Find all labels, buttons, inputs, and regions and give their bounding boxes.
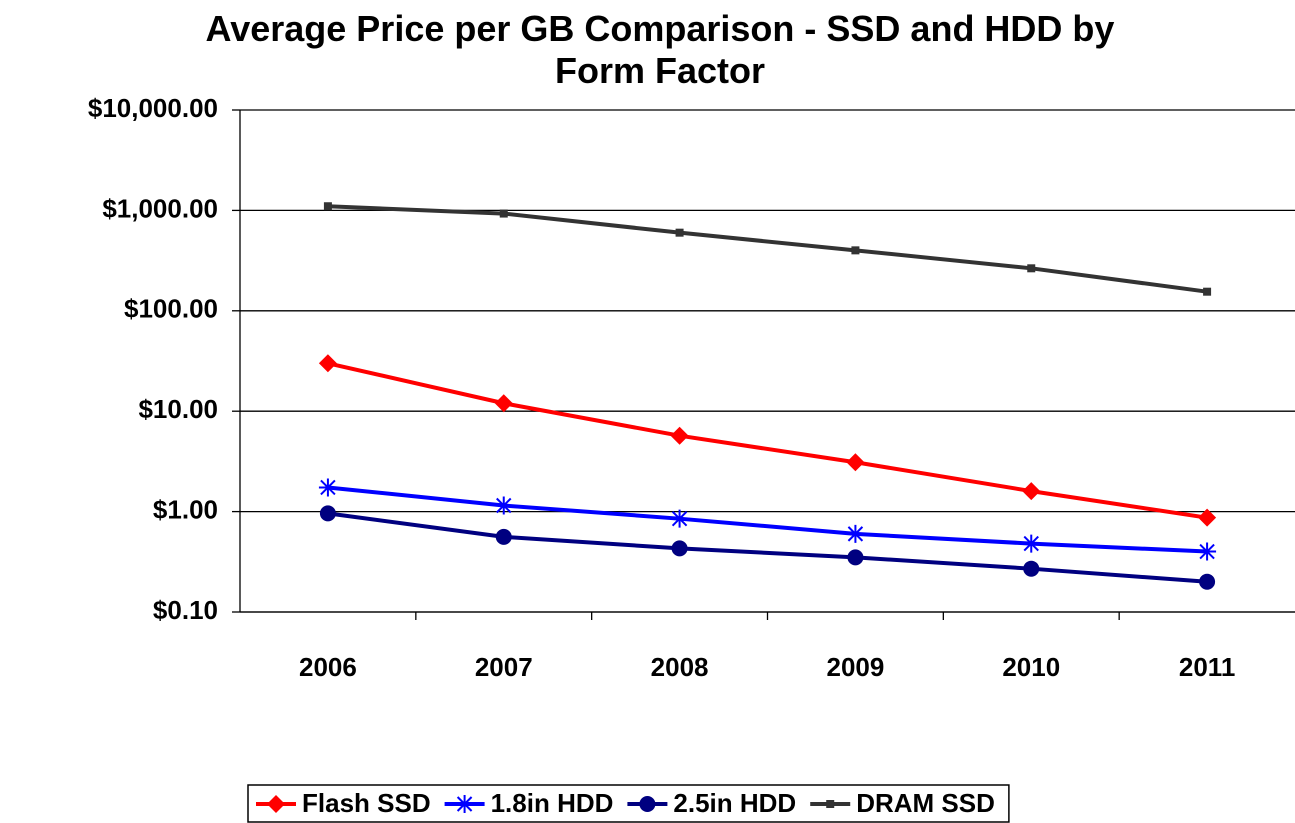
data-point [319, 505, 336, 522]
x-tick-label: 2006 [299, 652, 357, 682]
data-point [323, 202, 332, 211]
x-tick-label: 2007 [475, 652, 533, 682]
chart-title: Average Price per GB Comparison - SSD an… [205, 8, 1115, 91]
data-point [494, 394, 513, 413]
data-point [670, 509, 689, 528]
data-point [1023, 560, 1040, 577]
legend-label: 2.5in HDD [673, 788, 796, 818]
y-tick-label: $0.10 [153, 595, 218, 625]
data-point [671, 540, 688, 557]
data-point [1199, 573, 1216, 590]
x-tick-label: 2008 [651, 652, 709, 682]
data-point [675, 228, 684, 237]
legend-label: DRAM SSD [856, 788, 995, 818]
data-point [499, 209, 508, 218]
data-point [1022, 482, 1041, 501]
data-point [846, 524, 865, 543]
y-tick-label: $10,000.00 [88, 93, 218, 123]
legend-label: 1.8in HDD [491, 788, 614, 818]
legend-label: Flash SSD [302, 788, 431, 818]
x-tick-label: 2011 [1179, 652, 1235, 682]
series-line [327, 485, 1208, 554]
data-point [318, 478, 337, 497]
series-line [327, 204, 1208, 294]
y-tick-label: $1.00 [153, 494, 218, 524]
y-tick-label: $100.00 [124, 294, 218, 324]
legend-marker [639, 796, 656, 812]
data-point [318, 354, 337, 373]
x-tick-label: 2009 [826, 652, 884, 682]
data-point [1198, 508, 1217, 527]
data-point [1203, 287, 1212, 296]
series-line [327, 511, 1208, 584]
legend-marker [826, 800, 835, 808]
data-point [1027, 264, 1036, 273]
series-line [327, 361, 1208, 520]
data-point [670, 426, 689, 445]
data-point [495, 528, 512, 545]
x-tick-label: 2010 [1002, 652, 1060, 682]
y-tick-label: $10.00 [138, 394, 218, 424]
data-point [851, 246, 860, 255]
data-point [494, 496, 513, 515]
data-point [846, 453, 865, 472]
data-point [1022, 534, 1041, 553]
legend-marker [267, 795, 285, 813]
y-tick-label: $1,000.00 [102, 193, 218, 223]
data-point [1198, 542, 1217, 561]
legend-marker [455, 795, 474, 813]
data-point [847, 549, 864, 566]
